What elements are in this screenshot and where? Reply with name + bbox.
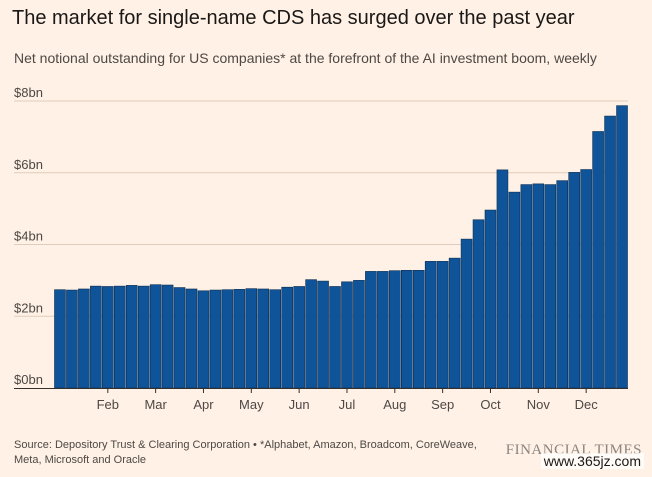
bar <box>173 287 186 389</box>
bar <box>233 289 246 389</box>
y-tick-label: $0bn <box>14 372 43 387</box>
bar <box>54 289 66 389</box>
bar <box>508 191 521 389</box>
bar <box>365 271 377 389</box>
y-tick-label: $8bn <box>14 85 43 100</box>
x-tick-label: Jul <box>339 397 356 412</box>
bar <box>472 219 485 389</box>
bar <box>149 284 162 389</box>
bar <box>113 285 126 389</box>
bar <box>412 270 425 389</box>
bar <box>532 183 545 389</box>
bar <box>592 131 604 389</box>
bar <box>424 261 437 389</box>
x-tick-label: Dec <box>575 397 599 412</box>
bar <box>293 286 305 389</box>
bar <box>520 184 533 389</box>
bar <box>329 286 341 389</box>
x-tick-label: Apr <box>193 397 214 412</box>
bar <box>197 290 210 389</box>
bar <box>556 180 569 389</box>
bar <box>305 279 317 389</box>
x-tick-label: Jun <box>289 397 310 412</box>
x-tick-label: Nov <box>527 397 551 412</box>
chart-subtitle: Net notional outstanding for US companie… <box>14 50 597 66</box>
x-tick-label: Sep <box>431 397 454 412</box>
bar <box>377 271 389 389</box>
bar <box>209 289 222 389</box>
source-note: Source: Depository Trust & Clearing Corp… <box>14 439 477 466</box>
bar <box>66 289 78 389</box>
bar <box>604 115 616 389</box>
bar <box>496 169 509 389</box>
bar <box>137 285 150 389</box>
bar <box>460 238 473 389</box>
bar <box>78 288 90 389</box>
bar <box>125 285 138 389</box>
bar <box>568 172 580 389</box>
bar <box>353 280 365 389</box>
bar <box>269 289 282 389</box>
bar <box>245 288 258 389</box>
y-tick-label: $2bn <box>14 300 43 315</box>
bar <box>185 288 198 389</box>
bar <box>484 209 497 389</box>
bar <box>257 288 270 389</box>
bar <box>161 284 174 389</box>
y-tick-label: $4bn <box>14 229 43 244</box>
bar <box>389 270 401 389</box>
x-tick-label: Mar <box>144 397 167 412</box>
bar <box>436 261 449 389</box>
axes: $0bn $2bn $4bn $6bn $8bn Feb Mar Apr May Jun Jul Au… <box>14 85 628 412</box>
bar-series <box>54 105 628 389</box>
bar <box>90 285 102 389</box>
bar <box>281 286 293 389</box>
x-tick-label: May <box>239 397 264 412</box>
bar <box>221 289 234 389</box>
y-tick-label: $6bn <box>14 157 43 172</box>
bar <box>400 270 413 389</box>
x-tick-label: Feb <box>97 397 119 412</box>
bar <box>341 281 353 389</box>
watermark: www.365jz.com <box>540 453 644 469</box>
bar <box>544 184 557 389</box>
bar <box>317 280 329 389</box>
chart-title: The market for single-name CDS has surge… <box>12 7 575 29</box>
bar <box>102 286 114 389</box>
x-tick-label: Aug <box>383 397 406 412</box>
bar <box>448 257 461 389</box>
bar <box>616 105 628 389</box>
bar <box>580 169 592 389</box>
bar-chart: $0bn $2bn $4bn $6bn $8bn Feb Mar Apr May Jun Jul Au… <box>14 85 628 412</box>
x-tick-label: Oct <box>480 397 501 412</box>
